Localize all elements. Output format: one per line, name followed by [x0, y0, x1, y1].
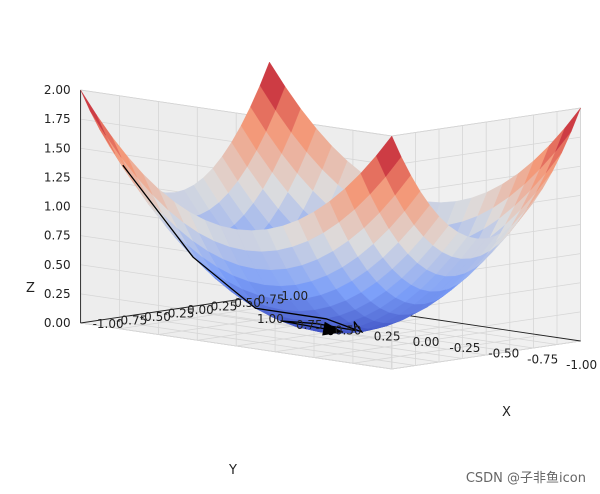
- surface-patch: [375, 135, 402, 177]
- z-tick-label: 0.75: [44, 229, 71, 243]
- x-tick-label: 0.50: [234, 296, 261, 310]
- y-axis-line: [80, 294, 270, 324]
- minimum-marker: [327, 328, 334, 336]
- y-tick-label: -0.25: [449, 341, 480, 355]
- y-tick-label: 0.75: [296, 318, 323, 332]
- surface-mesh: [80, 61, 581, 334]
- z-axis-label: Z: [26, 281, 35, 296]
- grid-line: [391, 136, 581, 166]
- x-tick-label: 0.75: [258, 293, 285, 307]
- x-tick-label: -0.25: [163, 307, 194, 321]
- z-tick-label: 1.50: [44, 141, 71, 155]
- grid-line: [391, 107, 581, 137]
- z-tick-label: 0.00: [44, 316, 71, 330]
- grid-line: [391, 311, 581, 341]
- y-tick-label: 0.50: [335, 324, 362, 338]
- z-tick-label: 1.00: [44, 200, 71, 214]
- x-tick-label: 0.00: [187, 303, 214, 317]
- surface-patch: [555, 107, 581, 152]
- y-tick-label: -1.00: [566, 358, 597, 372]
- z-tick-label: 0.25: [44, 287, 71, 301]
- y-tick-label: 0.00: [413, 335, 440, 349]
- x-tick-label: 1.00: [281, 289, 308, 303]
- x-tick-label: -1.00: [93, 317, 124, 331]
- y-axis-label: Y: [228, 463, 237, 478]
- descent-path-line: [122, 164, 364, 334]
- surface-patch: [80, 89, 106, 136]
- grid-line: [80, 89, 392, 137]
- y-tick-label: 1.00: [257, 312, 284, 326]
- grid-line: [391, 340, 581, 370]
- x-tick-label: -0.75: [116, 314, 147, 328]
- z-tick-label: 1.25: [44, 170, 71, 184]
- y-tick-label: -0.50: [488, 347, 519, 361]
- x-tick-label: -0.50: [140, 310, 171, 324]
- descent-path: [122, 164, 364, 336]
- y-tick-label: 0.25: [374, 329, 401, 343]
- tick-labels: -1.00-0.75-0.50-0.250.000.250.500.751.00…: [44, 83, 597, 372]
- surface-patch: [259, 61, 286, 111]
- z-tick-label: 2.00: [44, 83, 71, 97]
- z-tick-label: 0.50: [44, 258, 71, 272]
- y-tick-label: -0.75: [527, 352, 558, 366]
- grid-line: [80, 322, 392, 370]
- x-tick-label: 0.25: [211, 300, 238, 314]
- z-tick-label: 1.75: [44, 112, 71, 126]
- watermark: CSDN @子非鱼icon: [465, 471, 586, 486]
- x-axis-label: X: [502, 405, 511, 420]
